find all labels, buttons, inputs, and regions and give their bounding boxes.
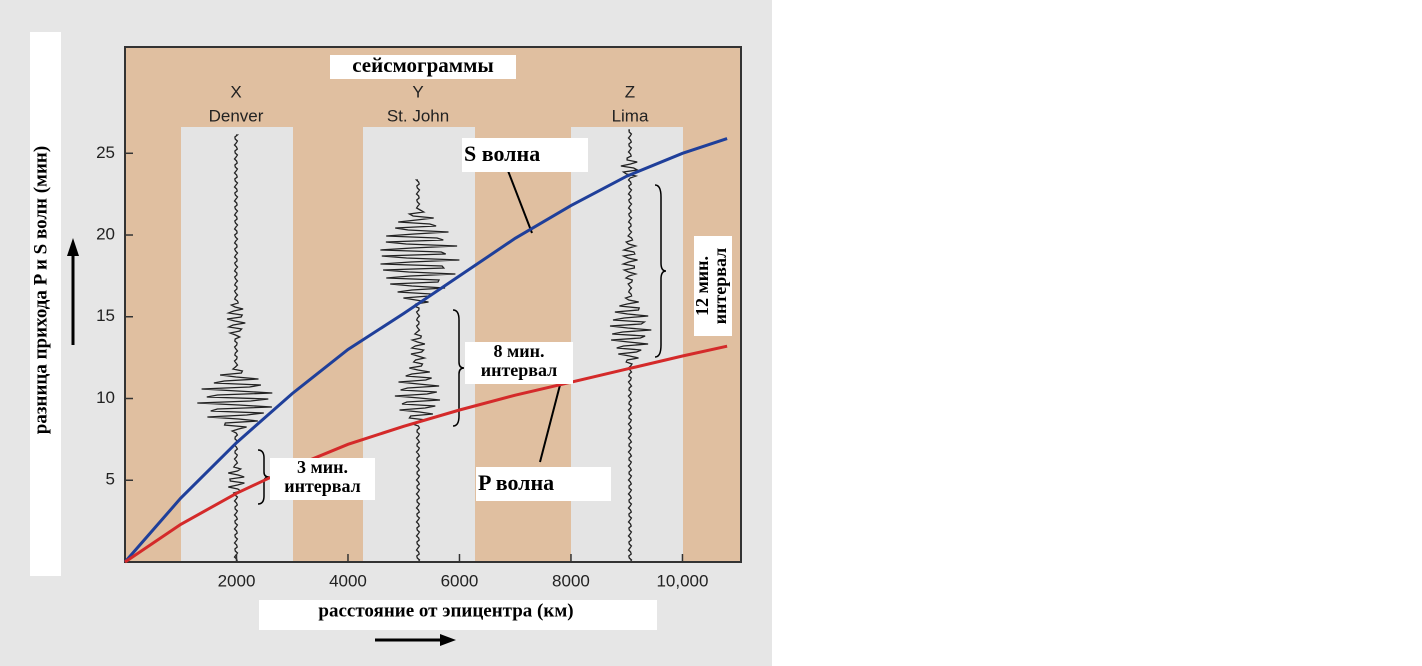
y-tick-label: 10	[96, 388, 115, 407]
x-arrow-head	[440, 634, 456, 646]
x-tick-label: 2000	[218, 571, 256, 590]
plot-frame	[124, 46, 742, 563]
seismogram	[197, 134, 273, 562]
series-line	[124, 344, 728, 564]
leader-line	[504, 162, 533, 234]
annotation: интервал	[284, 476, 361, 496]
y-tick-label: 25	[96, 143, 115, 162]
station-name: Lima	[612, 106, 649, 125]
x-label-box	[259, 600, 657, 630]
label-box	[462, 138, 588, 172]
y-tick-label: 15	[96, 306, 115, 325]
annotation: 3 мин.	[297, 457, 348, 477]
plot: X Denver Y St. John Z Lima 5 10 15 20 25 2000 4000 60…	[96, 82, 732, 590]
annotation-box	[270, 458, 375, 500]
seismogram	[380, 179, 460, 563]
y-tick-label: 20	[96, 225, 115, 244]
annotation: интервал	[481, 360, 558, 380]
station-letter: Y	[412, 82, 423, 101]
seismogram	[609, 129, 652, 563]
x-axis-label: расстояние от эпицентра (км)	[318, 600, 573, 621]
annotation: 8 мин.	[493, 341, 544, 361]
x-tick-label: 10,000	[656, 571, 708, 590]
station-letter: Z	[625, 82, 635, 101]
y-label-box	[30, 32, 61, 576]
x-tick-label: 6000	[441, 571, 479, 590]
station-letter: X	[230, 82, 241, 101]
annotation-box	[465, 342, 573, 384]
series-label: S волна	[464, 141, 540, 166]
leader-line	[539, 384, 561, 463]
bracket	[452, 309, 465, 427]
series-label: P волна	[478, 470, 554, 495]
x-tick-label: 4000	[329, 571, 367, 590]
series-line	[123, 137, 728, 563]
seismograms	[197, 129, 652, 563]
title-box	[330, 55, 516, 79]
bracket	[654, 184, 667, 358]
annotation: 12 мин.	[692, 256, 712, 316]
station-name: Denver	[209, 106, 264, 125]
annotation: интервал	[710, 248, 730, 325]
y-tick-label: 5	[106, 470, 115, 489]
station-name: St. John	[387, 106, 449, 125]
x-tick-label: 8000	[552, 571, 590, 590]
bands	[125, 47, 741, 562]
chart-title: сейсмограммы	[352, 53, 494, 77]
label-box	[476, 467, 611, 501]
y-arrow-head	[67, 238, 79, 256]
annotation-box	[694, 236, 732, 336]
y-axis-label: разница прихода P и S волн (мин)	[30, 146, 51, 434]
